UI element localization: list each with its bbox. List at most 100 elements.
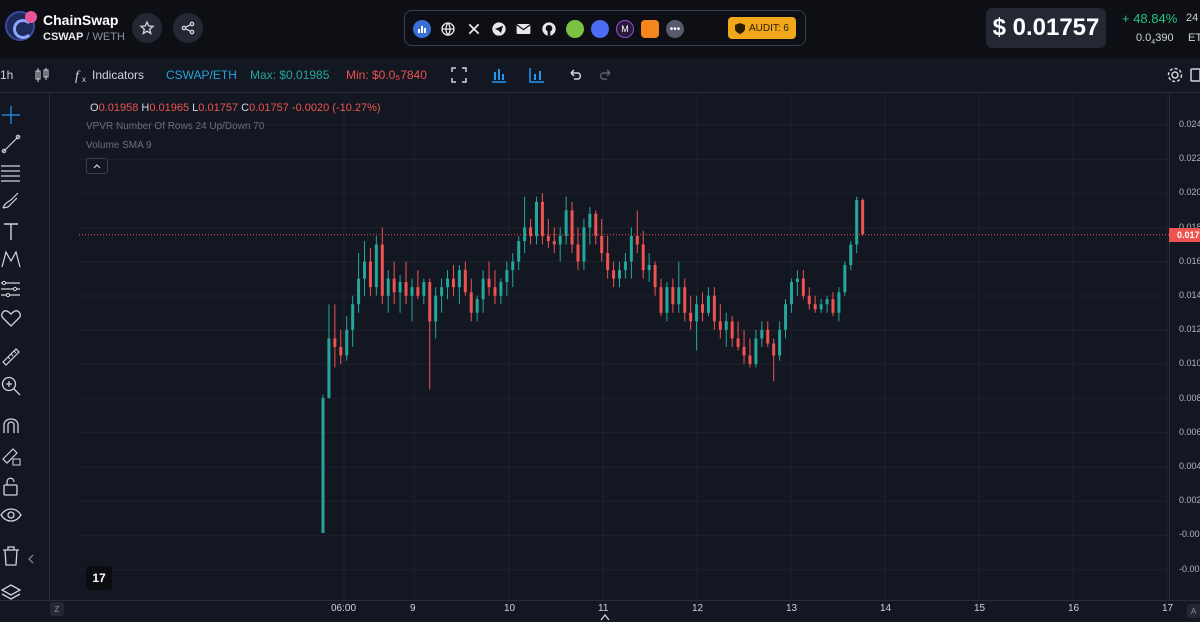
favorite-button[interactable] — [132, 13, 162, 43]
change-period: 24 — [1186, 12, 1199, 24]
x-icon[interactable] — [465, 20, 483, 38]
candle — [778, 321, 782, 361]
brush-icon[interactable] — [0, 190, 22, 212]
trash-icon[interactable] — [0, 545, 22, 567]
candle — [552, 227, 556, 254]
chart-style-icon[interactable] — [490, 66, 508, 84]
candle — [446, 270, 450, 300]
auto-scale-button[interactable]: A — [1187, 604, 1200, 618]
candle-body — [801, 278, 805, 296]
metamask-icon[interactable] — [641, 20, 659, 38]
pattern-icon[interactable] — [0, 248, 22, 270]
candle — [380, 227, 384, 305]
price-chart[interactable] — [79, 93, 1169, 600]
time-tick-label: 14 — [880, 603, 892, 614]
lock-icon[interactable] — [0, 475, 22, 497]
crosshair-icon[interactable] — [0, 104, 22, 126]
purple-m-icon[interactable]: M — [616, 20, 634, 38]
brand-name: ChainSwap — [43, 12, 119, 28]
price-tick-label: 0.022 — [1179, 153, 1200, 164]
fullscreen-icon[interactable] — [450, 66, 468, 84]
candle-body — [843, 264, 847, 293]
mail-icon[interactable] — [514, 20, 532, 38]
candle — [748, 338, 752, 368]
collapse-arrow-icon[interactable] — [27, 554, 35, 564]
candle-body — [689, 312, 693, 322]
candle-body — [647, 264, 651, 271]
candle — [641, 230, 645, 279]
function-icon[interactable]: f x — [72, 66, 90, 84]
candle — [588, 206, 592, 245]
trend-line-icon[interactable] — [0, 133, 22, 155]
collapse-indicators-button[interactable] — [86, 158, 108, 174]
interval-selector[interactable]: 1h — [0, 68, 14, 82]
github-icon[interactable] — [540, 20, 558, 38]
candle-body — [760, 329, 764, 339]
svg-text:x: x — [82, 75, 86, 84]
layers-icon[interactable] — [0, 582, 22, 604]
candle — [861, 198, 865, 236]
settings-icon[interactable] — [1166, 66, 1184, 84]
candle-body — [629, 235, 633, 262]
candle — [339, 329, 343, 364]
price-tick-label: 0.004 — [1179, 461, 1200, 471]
green-coin-icon[interactable] — [566, 20, 584, 38]
audit-badge[interactable]: AUDIT: 6 — [728, 17, 796, 39]
candle-body — [363, 261, 367, 279]
candle-body — [351, 304, 355, 330]
time-axis[interactable] — [0, 600, 1200, 622]
volume-sma-indicator[interactable]: Volume SMA 9 — [86, 140, 152, 151]
ruler-icon[interactable] — [0, 346, 22, 368]
candle-body — [416, 287, 420, 296]
candle-body — [339, 346, 343, 356]
candle — [606, 235, 610, 279]
price-tick-label: -0.00 — [1179, 563, 1200, 574]
pair-quote: WETH — [92, 31, 125, 43]
redo-icon[interactable] — [597, 66, 615, 84]
magnet-icon[interactable] — [0, 415, 22, 437]
candle-body — [499, 282, 503, 296]
snapshot-icon[interactable] — [1190, 66, 1200, 84]
blue-coin-icon[interactable] — [591, 20, 609, 38]
candle-type-icon[interactable] — [33, 66, 51, 84]
undo-icon[interactable] — [566, 66, 584, 84]
text-icon[interactable] — [0, 220, 22, 242]
candle — [819, 299, 823, 313]
candle — [363, 241, 367, 296]
candle-body — [618, 270, 621, 279]
eth-price-suffix: 390 — [1155, 32, 1174, 44]
compare-icon[interactable] — [528, 66, 546, 84]
heart-icon[interactable] — [0, 307, 22, 329]
lock-drawing-icon[interactable] — [0, 445, 22, 467]
fib-icon[interactable] — [0, 278, 22, 300]
candle-body — [428, 282, 432, 322]
price-tick-label: 0.016 — [1179, 255, 1200, 266]
candle-body — [825, 299, 829, 305]
candle-body — [861, 200, 865, 235]
svg-text:f: f — [75, 69, 81, 84]
candle — [321, 394, 325, 533]
close-value: 0.01757 — [249, 102, 289, 114]
candle — [440, 278, 444, 313]
candle-body — [327, 338, 331, 399]
zoom-in-icon[interactable] — [0, 375, 22, 397]
horizontal-lines-icon[interactable] — [0, 161, 22, 183]
candle — [493, 270, 497, 305]
more-icon[interactable]: ••• — [666, 20, 684, 38]
globe-icon[interactable] — [439, 20, 457, 38]
indicators-button[interactable]: Indicators — [92, 68, 145, 82]
price-axis[interactable] — [1169, 93, 1200, 600]
zoom-reset-button[interactable]: Z — [50, 602, 64, 616]
telegram-icon[interactable] — [490, 20, 508, 38]
vpvr-indicator[interactable]: VPVR Number Of Rows 24 Up/Down 70 — [86, 121, 265, 132]
share-button[interactable] — [173, 13, 203, 43]
candle-body — [772, 343, 776, 356]
candle — [712, 287, 716, 330]
candle-body — [368, 261, 372, 288]
candle-body — [789, 282, 793, 305]
scroll-to-realtime-icon[interactable] — [600, 613, 610, 622]
chart-icon[interactable] — [413, 20, 431, 38]
candle-body — [517, 241, 521, 262]
eye-icon[interactable] — [0, 504, 22, 526]
audit-label: AUDIT: 6 — [748, 22, 789, 34]
